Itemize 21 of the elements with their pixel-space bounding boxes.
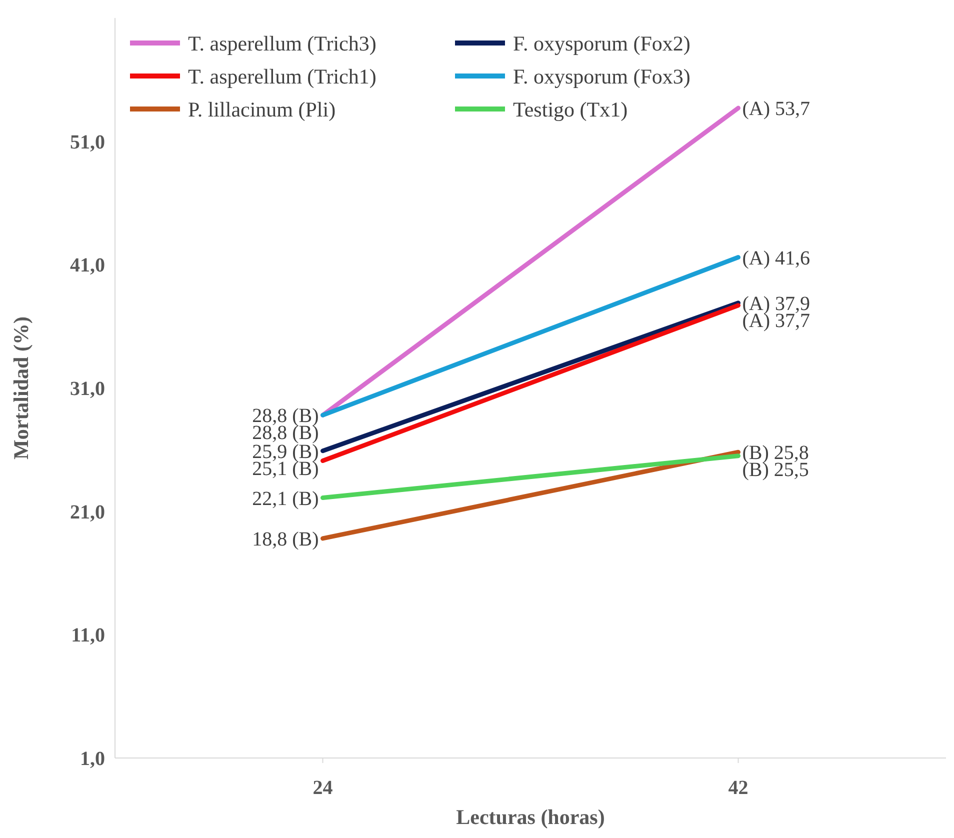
data-label: 22,1 (B) <box>252 488 319 510</box>
legend-label: F. oxysporum (Fox3) <box>513 64 690 88</box>
y-tick-label: 31,0 <box>70 378 105 400</box>
x-tick-label: 24 <box>312 777 333 799</box>
legend-label: P. lillacinum (Pli) <box>188 97 336 122</box>
y-tick-label: 51,0 <box>70 131 105 154</box>
legend-label: T. asperellum (Trich3) <box>188 31 376 56</box>
data-label: (A) 41,6 <box>742 247 810 270</box>
legend-label: Testigo (Tx1) <box>513 97 628 122</box>
x-axis-title: Lecturas (horas) <box>456 805 605 829</box>
data-label: (A) 53,7 <box>742 98 810 120</box>
y-tick-label: 41,0 <box>70 254 105 277</box>
y-tick-label: 21,0 <box>70 501 105 524</box>
x-tick-label: 42 <box>728 777 748 799</box>
y-tick-label: 1,0 <box>80 748 105 770</box>
y-tick-label: 11,0 <box>71 624 105 647</box>
legend-label: T. asperellum (Trich1) <box>188 64 376 88</box>
y-axis-title: Mortalidad (%) <box>9 316 33 460</box>
legend-label: F. oxysporum (Fox2) <box>513 31 690 56</box>
data-label: 18,8 (B) <box>252 528 319 550</box>
data-label: (A) 37,9 <box>742 292 810 315</box>
